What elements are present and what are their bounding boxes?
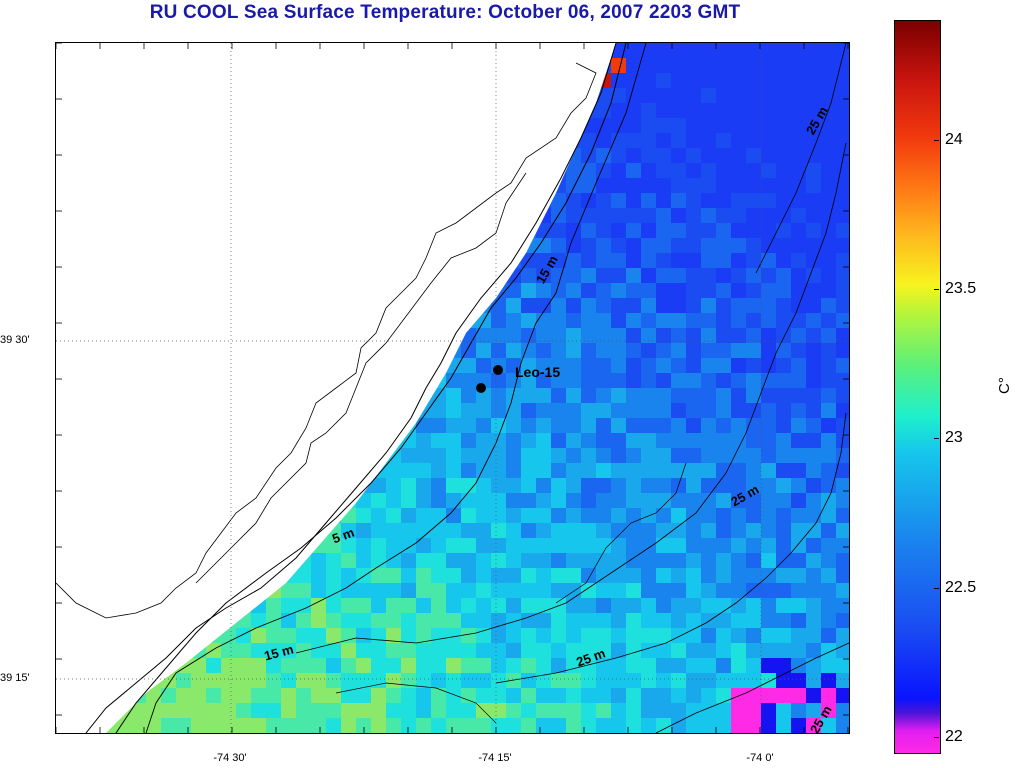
station-label: Leo-15 (515, 364, 561, 380)
map-title: RU COOL Sea Surface Temperature: October… (149, 2, 741, 23)
colorbar-tick-label: 22 (945, 728, 963, 746)
isobath-contour-patch-2 (555, 462, 687, 604)
colorbar-tick-label: 24 (945, 130, 963, 148)
colorbar-tick-label: 23 (945, 429, 963, 447)
colorbar-tick-label: 23.5 (945, 279, 977, 297)
x-tick-label-74-30: -74 30' (213, 752, 247, 764)
isobath-25m-south (655, 642, 849, 733)
y-tick-label-39-15: 39 15' (0, 672, 30, 684)
sst-map[interactable] (55, 42, 850, 734)
temperature-colorbar (894, 20, 941, 754)
axis-ticks (56, 43, 849, 733)
isobath-25m-north (755, 43, 847, 274)
colorbar-tick-mark (934, 438, 939, 440)
colorbar-tick-mark (934, 587, 939, 589)
colorbar-tick-label: 22.5 (945, 578, 977, 596)
colorbar-unit-label: C° (996, 377, 1013, 394)
sst-map-canvas (56, 43, 849, 733)
coastline (85, 43, 617, 733)
isobath-25m (495, 412, 847, 684)
x-tick-label-74-0: -74 0' (746, 752, 774, 764)
isobath-15m (145, 43, 647, 733)
station-marker-north[interactable] (493, 365, 503, 375)
isobath-contour-patch-1 (335, 682, 497, 724)
isobath-5m (115, 43, 627, 733)
graticule (56, 43, 849, 733)
colorbar-tick-mark (934, 737, 939, 739)
y-tick-label-39-30: 39 30' (0, 334, 30, 346)
isobath-15m-offshore (295, 142, 847, 654)
inner-shoreline (195, 172, 527, 584)
colorbar-tick-mark (934, 288, 939, 290)
colorbar-tick-mark (934, 139, 939, 141)
x-tick-label-74-15: -74 15' (478, 752, 512, 764)
station-marker-south[interactable] (476, 383, 486, 393)
back-bay-shoreline (56, 62, 597, 619)
